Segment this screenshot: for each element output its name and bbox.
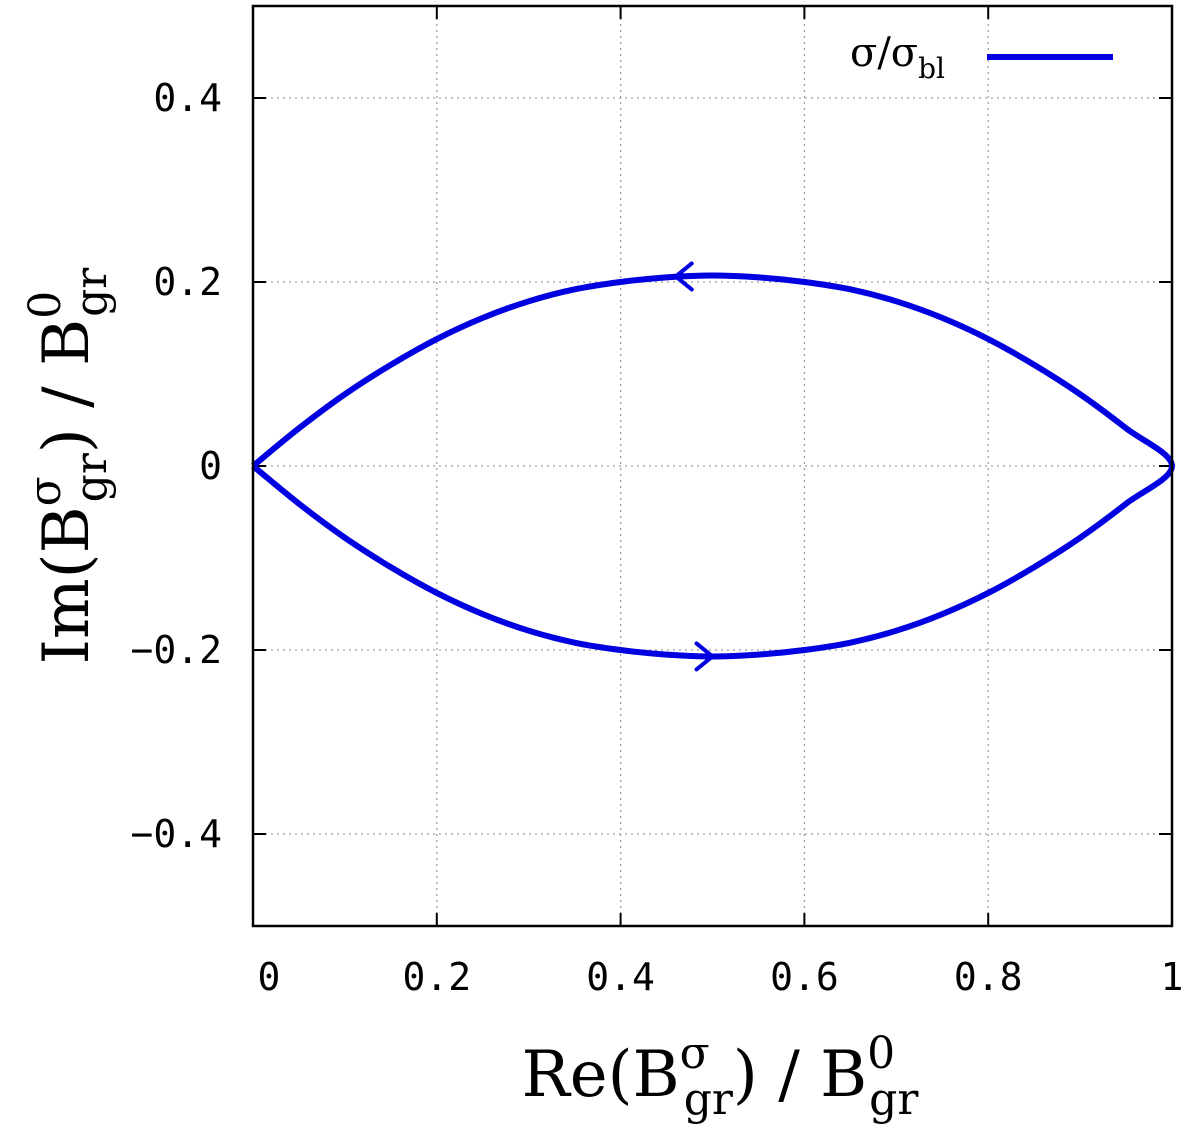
x-axis-title-mid: ) / B — [733, 1038, 867, 1112]
x-tick-label: 0.8 — [954, 955, 1023, 999]
x-axis-title-sup2: 0 — [867, 1028, 895, 1079]
legend-label: σ/σbl — [850, 30, 945, 85]
x-axis-title: Re(Bσ gr) / B0 gr — [522, 1028, 920, 1125]
x-tick-label: 1 — [1161, 955, 1184, 999]
legend-label-sub: bl — [918, 52, 945, 85]
x-axis-title-sub1: gr — [684, 1074, 734, 1125]
y-tick-label: −0.4 — [130, 812, 222, 856]
y-axis-title-sub2: gr — [66, 267, 117, 317]
x-tick-label: 0.4 — [586, 955, 655, 999]
tick-labels: 0 0.2 0.4 0.6 0.8 1 −0.4 −0.2 0 0.2 0.4 — [130, 76, 1183, 999]
direction-arrow — [694, 641, 715, 672]
x-tick-label: 0 — [258, 955, 281, 999]
y-tick-label: 0.2 — [153, 260, 222, 304]
x-axis-title-prefix: Re(B — [522, 1038, 680, 1112]
grid-lines — [253, 6, 1172, 926]
direction-arrow — [673, 261, 694, 292]
legend: σ/σbl — [850, 30, 1113, 85]
x-tick-label: 0.2 — [402, 955, 471, 999]
plot-frame — [251, 4, 1174, 928]
y-axis-title-sup1: σ — [20, 476, 71, 506]
y-axis-title: Im(Bσgr) / B0gr — [20, 267, 117, 665]
y-axis-title-mid: ) / B — [30, 319, 104, 453]
y-axis-title-prefix: Im(B — [30, 506, 104, 664]
x-axis-title-sup1: σ — [680, 1028, 710, 1079]
y-tick-label: 0.4 — [153, 76, 222, 120]
y-axis-title-sup2: 0 — [20, 291, 71, 319]
y-tick-label: 0 — [199, 444, 222, 488]
y-axis-title-sub1: gr — [66, 452, 117, 502]
x-axis-title-sub2: gr — [869, 1074, 919, 1125]
legend-label-base: σ/σ — [850, 30, 918, 76]
y-tick-label: −0.2 — [130, 628, 222, 672]
x-tick-label: 0.6 — [770, 955, 839, 999]
